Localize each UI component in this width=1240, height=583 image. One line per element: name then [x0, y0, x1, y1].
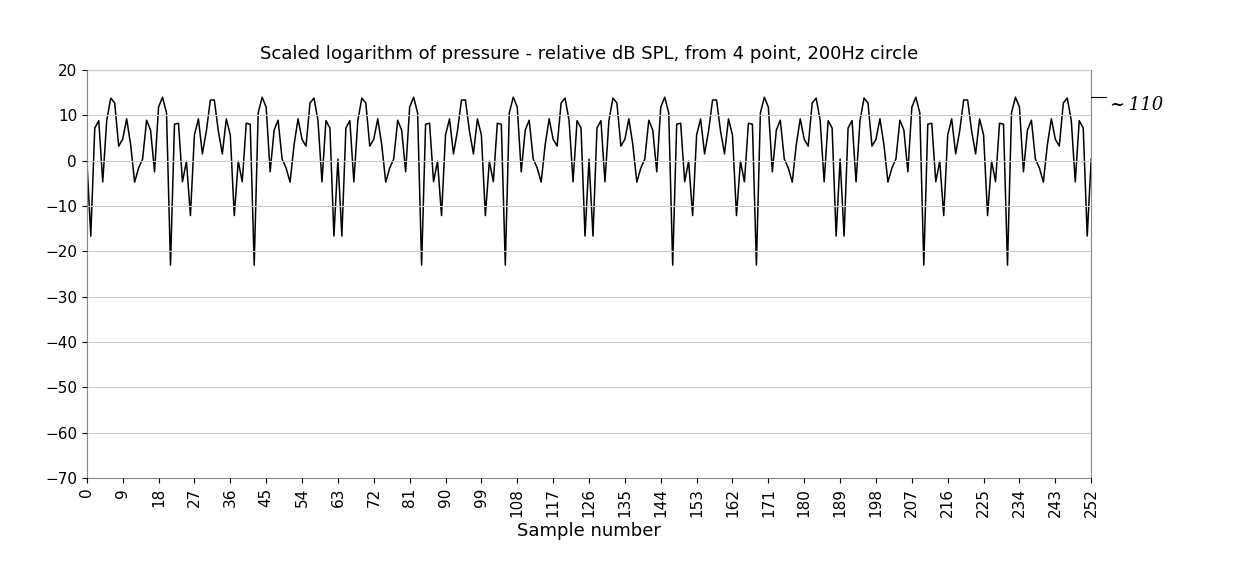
Text: ~ 110: ~ 110: [1110, 96, 1163, 114]
Title: Scaled logarithm of pressure - relative dB SPL, from 4 point, 200Hz circle: Scaled logarithm of pressure - relative …: [260, 45, 918, 63]
X-axis label: Sample number: Sample number: [517, 522, 661, 540]
